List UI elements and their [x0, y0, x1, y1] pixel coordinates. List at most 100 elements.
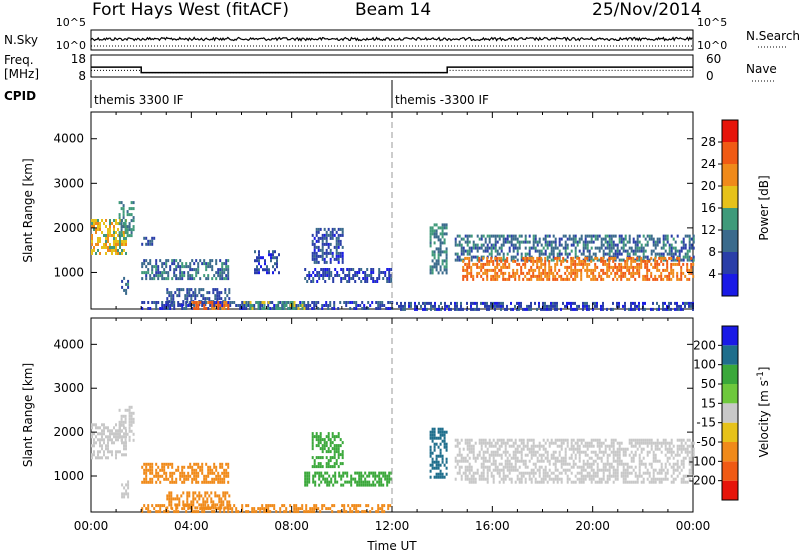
- velocity-panel-echo-cell-3: [167, 462, 170, 466]
- velocity-panel-echo-cell-5: [311, 510, 314, 514]
- velocity-panel-echo-cell-9: [578, 477, 581, 481]
- power-panel-echo-cell-11: [364, 280, 367, 283]
- velocity-panel-echo-cell-9: [608, 468, 611, 472]
- power-panel-echo-cell-0: [93, 249, 95, 252]
- power-panel-echo-cell-4: [165, 262, 168, 266]
- power-panel-echo-cell-15: [626, 256, 629, 260]
- power-panel-echo-cell-1: [120, 231, 123, 235]
- velocity-panel-echo-cell-9: [676, 444, 679, 448]
- power-panel-echo-cell-12: [500, 304, 502, 308]
- power-panel-echo-cell-4: [181, 262, 184, 266]
- power-panel-echo-cell-15: [466, 271, 469, 275]
- velocity-panel-echo-cell-6: [317, 465, 320, 469]
- power-panel-echo-cell-13: [429, 244, 432, 248]
- power-panel-echo-cell-15: [648, 277, 651, 281]
- power-panel-echo-cell-14: [534, 246, 537, 250]
- power-panel-echo-cell-15: [584, 268, 587, 272]
- power-panel-echo-cell-14: [544, 240, 547, 244]
- velocity-panel-echo-cell-9: [674, 477, 677, 481]
- power-panel-echo-cell-10: [325, 254, 328, 258]
- velocity-panel-echo-cell-3: [223, 468, 226, 472]
- power-panel-echo-cell-13: [431, 253, 434, 257]
- power-panel-echo-cell-9: [258, 259, 260, 263]
- power-panel-echo-cell-11: [386, 268, 389, 271]
- power-panel-echo-cell-10: [339, 227, 342, 231]
- velocity-panel-echo-cell-0: [97, 438, 99, 442]
- velocity-panel-echo-cell-9: [524, 462, 527, 466]
- power-panel-echo-cell-2: [127, 285, 130, 289]
- velocity-panel-echo-cell-7: [374, 483, 377, 487]
- velocity-panel-echo-cell-7: [366, 480, 369, 484]
- power-panel-echo-cell-4: [169, 268, 172, 272]
- velocity-panel-echo-cell-9: [574, 474, 577, 478]
- velocity-panel-echo-cell-9: [534, 462, 537, 466]
- velocity-panel-echo-cell-0: [117, 429, 119, 433]
- power-panel-echo-cell-11: [360, 280, 363, 283]
- power-panel-echo-cell-11: [318, 271, 321, 274]
- power-panel-echo-cell-15: [614, 265, 617, 269]
- velocity-panel-echo-cell-9: [612, 444, 615, 448]
- power-panel-echo-cell-12: [476, 307, 478, 311]
- power-panel-echo-cell-15: [494, 277, 497, 281]
- power-panel-echo-cell-13: [429, 271, 432, 275]
- power-panel-echo-cell-14: [474, 246, 477, 250]
- power-panel-echo-cell-1: [128, 225, 131, 229]
- power-panel-echo-cell-14: [592, 234, 595, 238]
- power-panel-echo-cell-1: [126, 213, 129, 217]
- power-panel-echo-cell-5: [202, 294, 205, 298]
- power-panel-echo-cell-12: [602, 301, 604, 305]
- power-panel-echo-cell-14: [580, 237, 583, 241]
- power-panel-echo-cell-1: [124, 219, 127, 223]
- power-panel-echo-cell-5: [186, 297, 189, 301]
- velocity-panel-echo-cell-9: [550, 438, 553, 442]
- power-panel-echo-cell-15: [540, 259, 543, 263]
- power-panel-echo-cell-6: [185, 304, 188, 307]
- velocity-panel-echo-cell-9: [604, 444, 607, 448]
- power-panel-echo-cell-12: [686, 301, 688, 305]
- velocity-panel-echo-cell-0: [99, 432, 101, 436]
- power-panel-echo-cell-4: [155, 274, 158, 278]
- power-panel-echo-cell-14: [604, 237, 607, 241]
- velocity-panel-echo-cell-9: [520, 471, 523, 475]
- velocity-panel-echo-cell-9: [610, 462, 613, 466]
- power-panel-echo-cell-7: [213, 307, 216, 310]
- velocity-panel-echo-cell-8: [437, 472, 440, 476]
- power-panel-echo-cell-15: [466, 262, 469, 266]
- power-panel-echo-cell-6: [377, 304, 380, 307]
- velocity-panel-echo-cell-9: [616, 468, 619, 472]
- velocity-panel-echo-cell-9: [502, 441, 505, 445]
- power-panel-echo-cell-14: [624, 243, 627, 247]
- velocity-panel-echo-cell-7: [362, 480, 365, 484]
- velocity-panel-echo-cell-9: [524, 444, 527, 448]
- power-panel-echo-cell-0: [105, 240, 107, 243]
- velocity-panel-echo-cell-4: [180, 494, 183, 498]
- power-panel-echo-cell-8: [251, 307, 254, 310]
- power-colorbar-block-7: [722, 120, 738, 142]
- velocity-panel-echo-cell-9: [540, 453, 543, 457]
- velocity-panel-echo-cell-7: [304, 483, 307, 487]
- power-panel-echo-cell-12: [564, 304, 566, 308]
- power-panel-echo-cell-4: [145, 274, 148, 278]
- power-panel-echo-cell-14: [670, 249, 673, 253]
- velocity-panel-echo-cell-7: [356, 471, 359, 475]
- power-panel-echo-cell-15: [476, 262, 479, 266]
- velocity-panel-echo-cell-9: [550, 456, 553, 460]
- power-panel-echo-cell-15: [630, 265, 633, 269]
- velocity-panel-echo-cell-6: [323, 444, 326, 448]
- power-panel-echo-cell-14: [672, 246, 675, 250]
- velocity-panel-echo-cell-9: [590, 450, 593, 454]
- velocity-panel-echo-cell-8: [445, 460, 448, 464]
- velocity-panel-echo-cell-9: [506, 456, 509, 460]
- velocity-panel-echo-cell-7: [378, 474, 381, 478]
- power-panel-echo-cell-6: [161, 307, 164, 310]
- velocity-panel-echo-cell-9: [634, 471, 637, 475]
- velocity-panel-echo-cell-9: [582, 474, 585, 478]
- power-panel-echo-cell-9: [276, 259, 278, 263]
- power-panel-echo-cell-6: [165, 301, 168, 304]
- power-panel-echo-cell-14: [466, 240, 469, 244]
- power-panel-echo-cell-14: [540, 249, 543, 253]
- velocity-panel-echo-cell-7: [340, 483, 343, 487]
- power-panel-echo-cell-15: [614, 274, 617, 278]
- power-panel-echo-cell-15: [602, 262, 605, 266]
- power-panel-echo-cell-14: [526, 240, 529, 244]
